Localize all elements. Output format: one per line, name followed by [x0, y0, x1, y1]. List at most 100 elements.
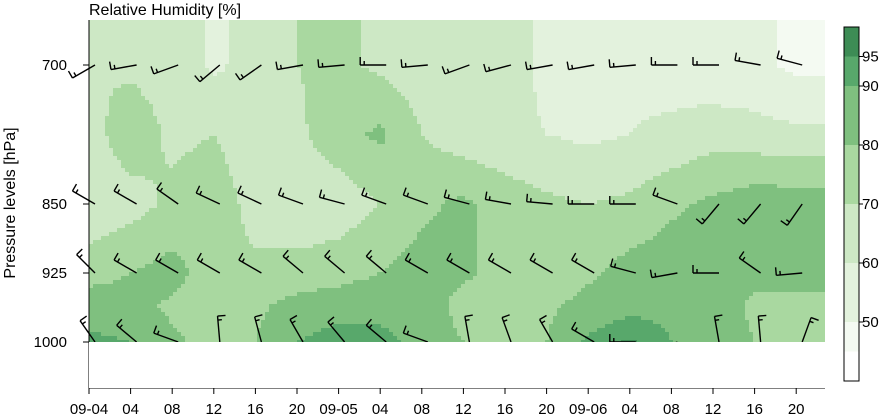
- rh-cell: [485, 32, 490, 37]
- rh-cell: [273, 92, 278, 97]
- rh-cell: [681, 76, 686, 81]
- rh-cell: [397, 112, 402, 117]
- rh-cell: [569, 40, 574, 45]
- rh-cell: [257, 44, 262, 49]
- rh-cell: [569, 84, 574, 89]
- rh-cell: [521, 116, 526, 121]
- rh-cell: [261, 96, 266, 101]
- rh-cell: [233, 84, 238, 89]
- rh-cell: [301, 96, 306, 101]
- rh-cell: [557, 48, 562, 53]
- rh-cell: [685, 44, 690, 49]
- rh-cell: [469, 56, 474, 61]
- rh-cell: [649, 40, 654, 45]
- rh-cell: [781, 108, 786, 113]
- rh-cell: [693, 120, 698, 125]
- rh-cell: [293, 88, 298, 93]
- rh-cell: [785, 68, 790, 73]
- rh-cell: [213, 64, 218, 69]
- rh-cell: [141, 92, 146, 97]
- rh-cell: [601, 120, 606, 125]
- rh-cell: [377, 116, 382, 121]
- rh-cell: [209, 80, 214, 85]
- rh-cell: [113, 120, 118, 125]
- rh-cell: [205, 56, 210, 61]
- rh-cell: [261, 36, 266, 41]
- rh-cell: [673, 80, 678, 85]
- rh-cell: [253, 48, 258, 53]
- rh-cell: [349, 80, 354, 85]
- rh-cell: [297, 68, 302, 73]
- rh-cell: [253, 104, 258, 109]
- rh-cell: [169, 60, 174, 65]
- rh-cell: [277, 100, 282, 105]
- rh-cell: [593, 88, 598, 93]
- rh-cell: [621, 36, 626, 41]
- rh-cell: [797, 120, 802, 125]
- rh-cell: [161, 84, 166, 89]
- rh-cell: [197, 36, 202, 41]
- rh-cell: [421, 96, 426, 101]
- rh-cell: [473, 80, 478, 85]
- rh-cell: [405, 116, 410, 121]
- rh-cell: [189, 36, 194, 41]
- rh-cell: [513, 72, 518, 77]
- rh-cell: [793, 32, 798, 37]
- rh-cell: [493, 100, 498, 105]
- rh-cell: [577, 88, 582, 93]
- rh-cell: [309, 20, 314, 25]
- rh-cell: [301, 28, 306, 33]
- rh-cell: [473, 84, 478, 89]
- rh-cell: [141, 48, 146, 53]
- rh-cell: [437, 36, 442, 41]
- rh-cell: [717, 72, 722, 77]
- rh-cell: [801, 92, 806, 97]
- rh-cell: [289, 108, 294, 113]
- rh-cell: [741, 72, 746, 77]
- rh-cell: [761, 56, 766, 61]
- rh-cell: [93, 120, 98, 125]
- rh-cell: [797, 108, 802, 113]
- rh-cell: [257, 36, 262, 41]
- rh-cell: [157, 44, 162, 49]
- rh-cell: [193, 100, 198, 105]
- rh-cell: [253, 60, 258, 65]
- rh-cell: [205, 112, 210, 117]
- rh-cell: [549, 48, 554, 53]
- rh-cell: [565, 68, 570, 73]
- rh-cell: [213, 60, 218, 65]
- rh-cell: [549, 36, 554, 41]
- rh-cell: [773, 24, 778, 29]
- rh-cell: [693, 96, 698, 101]
- rh-cell: [613, 120, 618, 125]
- rh-cell: [177, 32, 182, 37]
- rh-cell: [273, 32, 278, 37]
- rh-cell: [289, 116, 294, 121]
- rh-cell: [777, 88, 782, 93]
- rh-cell: [565, 100, 570, 105]
- rh-cell: [689, 36, 694, 41]
- rh-cell: [629, 80, 634, 85]
- rh-cell: [553, 80, 558, 85]
- rh-cell: [489, 120, 494, 125]
- rh-cell: [225, 20, 230, 25]
- rh-cell: [405, 48, 410, 53]
- rh-cell: [369, 92, 374, 97]
- rh-cell: [453, 108, 458, 113]
- rh-cell: [425, 32, 430, 37]
- rh-cell: [749, 116, 754, 121]
- rh-cell: [185, 36, 190, 41]
- rh-cell: [149, 128, 154, 133]
- rh-cell: [761, 24, 766, 29]
- rh-cell: [225, 40, 230, 45]
- rh-cell: [621, 40, 626, 45]
- rh-cell: [377, 112, 382, 117]
- rh-cell: [709, 84, 714, 89]
- rh-cell: [341, 60, 346, 65]
- rh-cell: [569, 32, 574, 37]
- rh-cell: [569, 108, 574, 113]
- rh-cell: [289, 76, 294, 81]
- rh-cell: [429, 68, 434, 73]
- rh-cell: [545, 116, 550, 121]
- rh-cell: [321, 60, 326, 65]
